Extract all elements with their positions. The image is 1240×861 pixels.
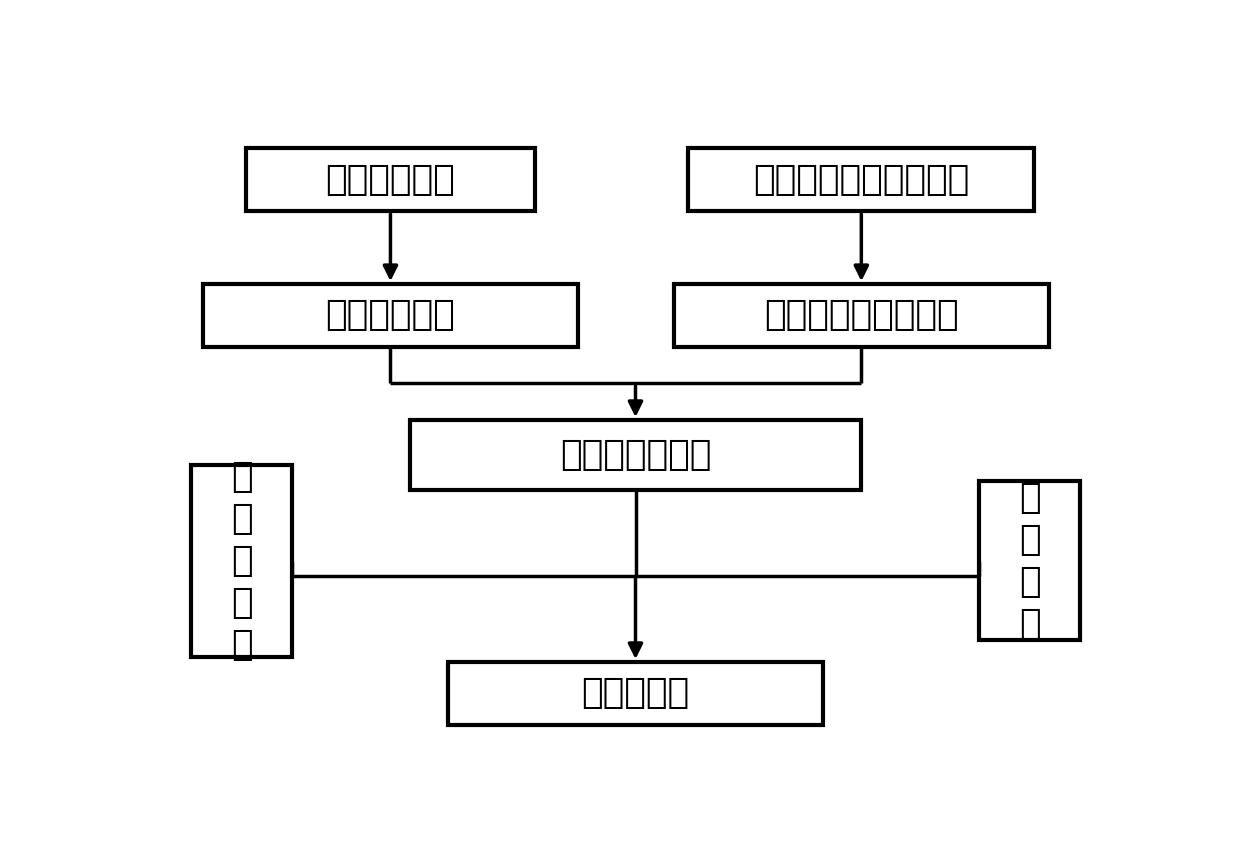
Bar (409, 420, 862, 490)
Text: 水
文
参
数: 水 文 参 数 (1019, 480, 1040, 641)
Bar (247, 148, 534, 211)
Text: 氮氧同位素溯源分析: 氮氧同位素溯源分析 (764, 299, 959, 332)
Text: 明确污染源: 明确污染源 (582, 677, 689, 710)
Text: 三维荧光检测: 三维荧光检测 (326, 163, 455, 196)
Text: 污
染
源
监
测: 污 染 源 监 测 (231, 460, 252, 662)
Bar (191, 465, 291, 657)
Bar (203, 284, 578, 347)
Bar (448, 662, 823, 725)
Text: 荧光比值分析: 荧光比值分析 (326, 299, 455, 332)
Bar (675, 284, 1049, 347)
Bar (980, 481, 1080, 641)
Text: 污染源类型识别: 污染源类型识别 (559, 437, 712, 472)
Text: 硝酸盐氮氧同位素检测: 硝酸盐氮氧同位素检测 (753, 163, 970, 196)
Bar (688, 148, 1034, 211)
